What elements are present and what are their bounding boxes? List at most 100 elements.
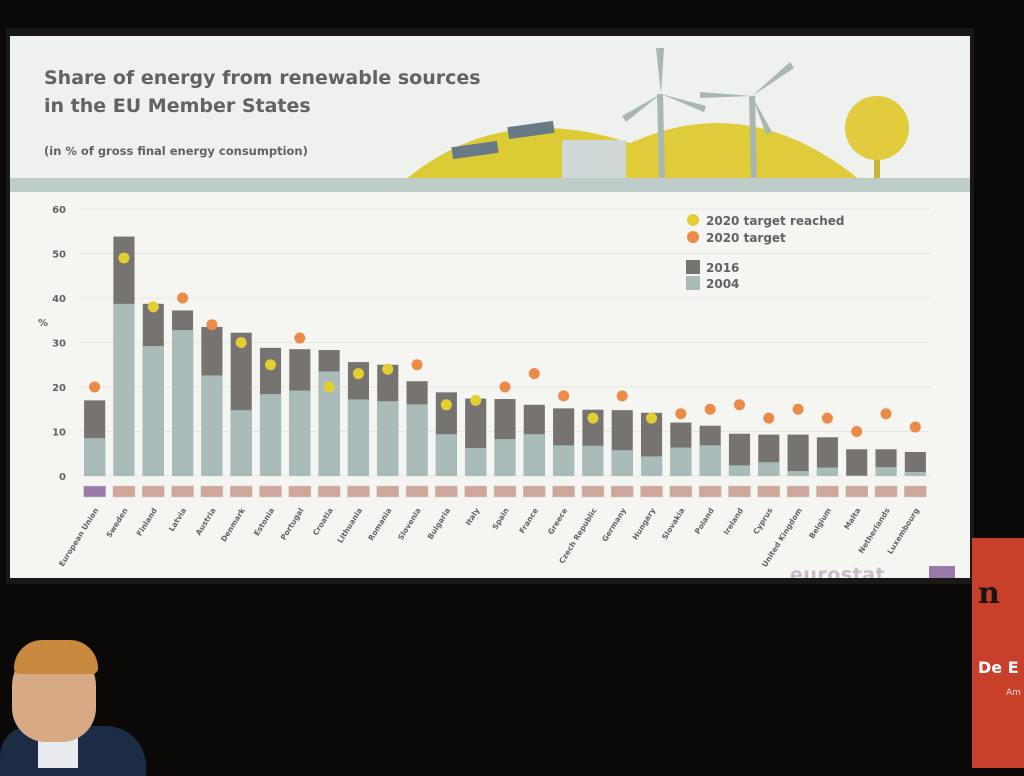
country-flag-icon [406, 486, 428, 497]
country-flag-icon [435, 486, 457, 497]
bar-2004 [143, 346, 164, 476]
target-marker [500, 382, 511, 393]
x-tick-label: Greece [546, 506, 569, 536]
bar-2004 [758, 462, 779, 476]
x-tick-label: Croatia [311, 506, 335, 537]
y-tick-label: 40 [52, 294, 66, 305]
country-flag-icon [875, 486, 897, 497]
x-tick-label: Luxembourg [885, 506, 921, 556]
bar-2004 [201, 375, 222, 476]
y-tick-label: 60 [52, 205, 66, 216]
bar-2004 [700, 445, 721, 476]
country-flag-icon [84, 486, 106, 497]
country-flag-icon [816, 486, 838, 497]
target-marker [206, 319, 217, 330]
target-marker [353, 368, 364, 379]
x-tick-label: Spain [490, 506, 510, 531]
target-marker [382, 364, 393, 375]
target-marker [470, 395, 481, 406]
legend-swatch [686, 260, 700, 274]
legend-dot-icon [687, 214, 699, 226]
bar-2004 [260, 394, 281, 476]
target-marker [617, 390, 628, 401]
bar-2016 [846, 449, 867, 476]
country-flag-icon [670, 486, 692, 497]
x-tick-label: Estonia [252, 506, 276, 537]
bar-2004 [875, 467, 896, 476]
country-flag-icon [172, 486, 194, 497]
country-flag-icon [758, 486, 780, 497]
target-marker [148, 301, 159, 312]
target-marker [294, 333, 305, 344]
country-flag-icon [641, 486, 663, 497]
country-flag-icon [260, 486, 282, 497]
country-flag-icon [377, 486, 399, 497]
x-tick-label: Portugal [279, 506, 306, 542]
x-tick-label: Slovenia [396, 506, 423, 541]
target-marker [89, 382, 100, 393]
x-tick-label: Cyprus [751, 506, 774, 536]
bar-2004 [729, 465, 750, 476]
target-marker [529, 368, 540, 379]
target-marker [822, 413, 833, 424]
bar-2004 [84, 438, 105, 476]
bar-2004 [612, 450, 633, 476]
eurostat-logo: eurostat [790, 564, 885, 578]
event-sign [972, 538, 1024, 768]
bar-2004 [582, 446, 603, 476]
country-flag-icon [728, 486, 750, 497]
x-tick-label: European Union [57, 506, 100, 568]
x-tick-label: Sweden [104, 506, 129, 539]
y-tick-label: 20 [52, 383, 66, 394]
bar-2004 [377, 401, 398, 476]
x-tick-label: Latvia [167, 506, 188, 533]
bar-2004 [348, 399, 369, 476]
bar-2004 [494, 439, 515, 476]
x-tick-label: Ireland [722, 506, 745, 536]
bar-2004 [172, 330, 193, 476]
legend-label: 2020 target [706, 231, 786, 245]
target-marker [118, 252, 129, 263]
target-marker [734, 399, 745, 410]
country-flag-icon [318, 486, 340, 497]
x-tick-label: Lithuania [335, 506, 364, 544]
legend-label: 2016 [706, 261, 739, 275]
bar-2004 [289, 391, 310, 476]
bar-2004 [641, 456, 662, 476]
x-tick-label: Belgium [807, 506, 833, 540]
target-marker [441, 399, 452, 410]
y-tick-label: 50 [52, 250, 66, 261]
y-tick-label: 0 [59, 472, 66, 483]
x-tick-label: Germany [600, 506, 628, 543]
x-tick-label: Poland [693, 506, 716, 535]
y-tick-label: 10 [52, 428, 66, 439]
country-flag-icon [142, 486, 164, 497]
bar-2004 [817, 468, 838, 476]
bar-2004 [113, 304, 134, 476]
bar-2004 [524, 434, 545, 476]
country-flag-icon [289, 486, 311, 497]
legend-dot-icon [687, 231, 699, 243]
target-marker [646, 413, 657, 424]
target-marker [558, 390, 569, 401]
event-sign-text: De E [978, 658, 1019, 677]
x-tick-label: France [517, 506, 540, 535]
country-flag-icon [846, 486, 868, 497]
x-tick-label: Finland [135, 506, 159, 537]
target-marker [851, 426, 862, 437]
x-tick-label: Austria [194, 506, 218, 537]
country-flag-icon [523, 486, 545, 497]
country-flag-icon [904, 486, 926, 497]
event-sign-logo: n [978, 576, 1000, 611]
presentation-slide: Share of energy from renewable sources i… [10, 36, 970, 578]
target-marker [705, 404, 716, 415]
target-marker [265, 359, 276, 370]
target-marker [675, 408, 686, 419]
country-flag-icon [201, 486, 223, 497]
target-marker [177, 293, 188, 304]
x-tick-label: Denmark [219, 505, 247, 543]
eu-flag-icon [929, 566, 955, 578]
y-tick-label: 30 [52, 339, 66, 350]
